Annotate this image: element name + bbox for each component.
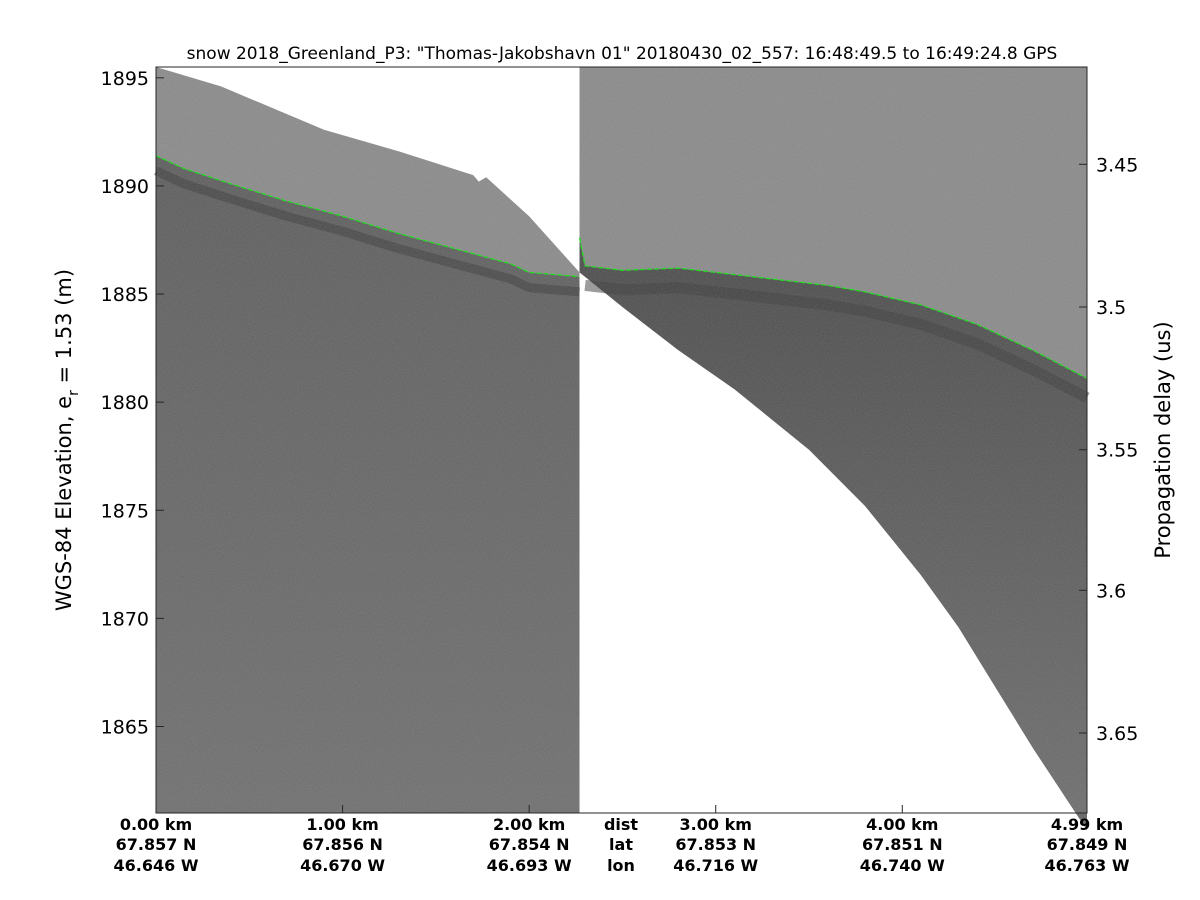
x-info-dist: 2.00 km xyxy=(493,815,565,834)
right-tick-label: 3.45 xyxy=(1096,154,1138,176)
x-row-label-dist: dist xyxy=(604,815,638,834)
x-info-lon: 46.740 W xyxy=(860,856,945,875)
x-row-label-lon: lon xyxy=(607,856,635,875)
x-info-lat: 67.851 N xyxy=(862,835,943,854)
x-info-lat: 67.856 N xyxy=(302,835,383,854)
x-info-lon: 46.693 W xyxy=(487,856,572,875)
surface-layer-right xyxy=(578,237,1088,379)
x-row-label-lat: lat xyxy=(609,835,633,854)
echogram-image xyxy=(154,67,1090,831)
x-info-dist: 3.00 km xyxy=(680,815,752,834)
x-info-lon: 46.716 W xyxy=(673,856,758,875)
left-tick-label: 1875 xyxy=(101,500,149,522)
surface-layer-lines xyxy=(155,155,1088,379)
left-y-axis-label: WGS-84 Elevation, er = 1.53 (m) xyxy=(52,269,82,611)
left-y-axis: 1895 1890 1885 1880 1875 1870 1865 xyxy=(101,68,164,739)
x-info-lat: 67.853 N xyxy=(675,835,756,854)
left-tick-label: 1865 xyxy=(101,717,149,739)
x-info-dist: 1.00 km xyxy=(306,815,378,834)
right-tick-label: 3.6 xyxy=(1096,580,1126,602)
left-tick-label: 1895 xyxy=(101,68,149,90)
right-y-axis: 3.45 3.5 3.55 3.6 3.65 xyxy=(1079,154,1138,745)
left-tick-label: 1870 xyxy=(101,608,149,630)
right-tick-label: 3.55 xyxy=(1096,440,1138,462)
x-info-lon: 46.763 W xyxy=(1045,856,1130,875)
right-tick-label: 3.5 xyxy=(1096,297,1126,319)
speckle-overlay xyxy=(156,67,1087,813)
left-tick-label: 1880 xyxy=(101,392,149,414)
x-info-lon: 46.670 W xyxy=(300,856,385,875)
x-info-dist: 0.00 km xyxy=(120,815,192,834)
right-y-axis-label: Propagation delay (us) xyxy=(1151,321,1175,558)
x-info-dist: 4.00 km xyxy=(866,815,938,834)
right-tick-label: 3.65 xyxy=(1096,723,1138,745)
plot-area xyxy=(154,66,1090,831)
surface-layer-left xyxy=(155,155,580,278)
x-info-lat: 67.857 N xyxy=(116,835,197,854)
left-y-label-subscript: r xyxy=(66,390,82,396)
x-info-lon: 46.646 W xyxy=(114,856,199,875)
x-info-lat: 67.849 N xyxy=(1047,835,1128,854)
axes-box xyxy=(155,66,1088,814)
left-tick-label: 1885 xyxy=(101,284,149,306)
chart-title: snow 2018_Greenland_P3: "Thomas-Jakobsha… xyxy=(187,44,1058,64)
left-tick-label: 1890 xyxy=(101,176,149,198)
left-y-label-main: WGS-84 Elevation, e xyxy=(52,396,76,611)
left-y-label-tail: = 1.53 (m) xyxy=(52,269,76,390)
x-info-lat: 67.854 N xyxy=(489,835,570,854)
x-info-dist: 4.99 km xyxy=(1051,815,1123,834)
